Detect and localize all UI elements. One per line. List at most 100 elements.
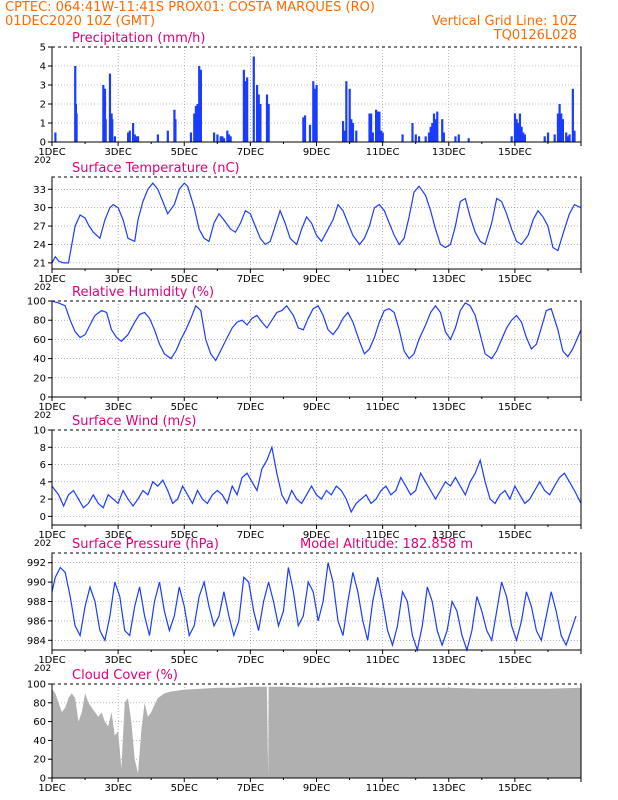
precip-bar xyxy=(267,104,270,142)
precip-bar xyxy=(467,138,470,142)
y-tick-label: 0 xyxy=(40,393,46,404)
precip-bar xyxy=(242,69,245,142)
precip-bar xyxy=(434,119,437,142)
clipped-year-label: 202 xyxy=(34,664,51,674)
precip-bar xyxy=(375,109,378,142)
precip-bar xyxy=(510,136,513,142)
x-tick-label: 13DEC xyxy=(432,655,466,666)
y-tick-label: 30 xyxy=(33,203,46,214)
precip-bar xyxy=(227,134,231,142)
x-tick-label: 3DEC xyxy=(104,655,131,666)
x-tick-label: 5DEC xyxy=(171,783,198,794)
x-tick-label: 3DEC xyxy=(104,274,131,285)
x-tick-label: 15DEC xyxy=(498,655,532,666)
precip-bar xyxy=(302,117,305,142)
x-tick-label: 9DEC xyxy=(303,655,330,666)
precip-bar xyxy=(371,132,374,142)
y-tick-label: 990 xyxy=(27,578,46,589)
precip-bar xyxy=(376,111,379,142)
precip-bar xyxy=(189,132,193,142)
precip-bar xyxy=(515,119,518,142)
pres-title: Surface Pressure (hPa) xyxy=(72,537,219,552)
x-tick-label: 1DEC xyxy=(38,402,65,413)
precip-bar xyxy=(379,130,383,142)
precip-bar xyxy=(566,136,569,142)
x-tick-label: 13DEC xyxy=(432,147,466,158)
x-tick-label: 11DEC xyxy=(366,655,400,666)
y-tick-label: 24 xyxy=(33,240,46,251)
precip-bar xyxy=(136,136,140,142)
precip-bar xyxy=(378,111,381,142)
x-tick-label: 3DEC xyxy=(104,147,131,158)
cloud-panel: 0 20 40 60 80 100 1DEC 3DEC 5DEC 7DEC 9DEC 11DEC 13D… xyxy=(27,668,582,794)
precip-bar xyxy=(424,136,427,142)
x-tick-label: 11DEC xyxy=(366,274,400,285)
precip-bar xyxy=(193,113,196,142)
clipped-year-label: 202 xyxy=(34,411,51,421)
precip-bar xyxy=(257,94,260,142)
x-tick-label: 15DEC xyxy=(498,147,532,158)
precip-bar xyxy=(196,104,199,142)
cloud-cover-area xyxy=(52,686,581,778)
y-tick-label: 1 xyxy=(40,119,46,130)
x-tick-label: 1DEC xyxy=(38,783,65,794)
x-tick-label: 15DEC xyxy=(498,402,532,413)
x-tick-label: 1DEC xyxy=(38,147,65,158)
y-tick-label: 3 xyxy=(40,81,46,92)
y-tick-label: 20 xyxy=(33,755,46,766)
temp-line xyxy=(51,182,582,264)
x-tick-label: 11DEC xyxy=(366,783,400,794)
x-tick-label: 13DEC xyxy=(432,783,466,794)
precip-bar xyxy=(127,132,130,142)
precip-bar xyxy=(166,130,169,142)
precip-bar xyxy=(513,113,517,142)
precip-bar xyxy=(441,119,444,142)
clipped-year-label: 202 xyxy=(34,539,51,549)
precip-bar xyxy=(348,88,351,142)
y-tick-label: 988 xyxy=(27,597,46,608)
y-tick-label: 10 xyxy=(33,426,46,437)
header-station: CPTEC: 064:41W-11:41S PROX01: COSTA MARQ… xyxy=(5,0,375,15)
x-tick-label: 11DEC xyxy=(366,147,400,158)
panels: 0 1 2 3 4 5 1DEC 3DEC 5DEC 7DEC 9DEC 11DEC 13DEC 15DE… xyxy=(27,31,582,794)
precip-bar xyxy=(213,132,216,142)
header-grid-note: Vertical Grid Line: 10Z xyxy=(432,14,577,29)
precip-title: Precipitation (mm/h) xyxy=(72,31,205,46)
precip-bar xyxy=(341,121,345,142)
y-tick-label: 0 xyxy=(40,138,46,149)
x-tick-label: 9DEC xyxy=(303,530,330,541)
precip-bar xyxy=(54,132,57,142)
y-tick-label: 80 xyxy=(33,316,46,327)
precip-bar xyxy=(135,136,138,142)
cloud-title: Cloud Cover (%) xyxy=(72,668,178,683)
precip-bar xyxy=(226,130,229,142)
precip-bar xyxy=(436,111,439,142)
precip-bar xyxy=(133,134,136,142)
precip-bar xyxy=(343,130,346,142)
precip-bar xyxy=(561,119,565,142)
precip-bar xyxy=(571,88,574,142)
precip-bar xyxy=(198,66,201,142)
precip-bar xyxy=(221,136,224,142)
precip-bar xyxy=(75,113,78,142)
precip-bar xyxy=(244,81,247,142)
y-tick-label: 100 xyxy=(27,297,46,308)
precip-bar xyxy=(312,81,315,142)
y-tick-label: 40 xyxy=(33,354,46,365)
precip-bar xyxy=(431,123,434,142)
x-tick-label: 9DEC xyxy=(303,402,330,413)
x-tick-label: 5DEC xyxy=(171,655,198,666)
x-tick-label: 1DEC xyxy=(38,530,65,541)
y-tick-label: 60 xyxy=(33,717,46,728)
precip-bar xyxy=(517,123,520,142)
precip-bar xyxy=(556,113,560,142)
x-tick-label: 13DEC xyxy=(432,402,466,413)
y-tick-label: 8 xyxy=(40,443,46,454)
y-tick-label: 33 xyxy=(33,185,46,196)
y-tick-label: 27 xyxy=(33,222,46,233)
precip-bar xyxy=(246,77,249,142)
y-tick-label: 4 xyxy=(40,477,46,488)
precip-bar xyxy=(113,136,117,142)
precip-bar xyxy=(429,126,432,142)
